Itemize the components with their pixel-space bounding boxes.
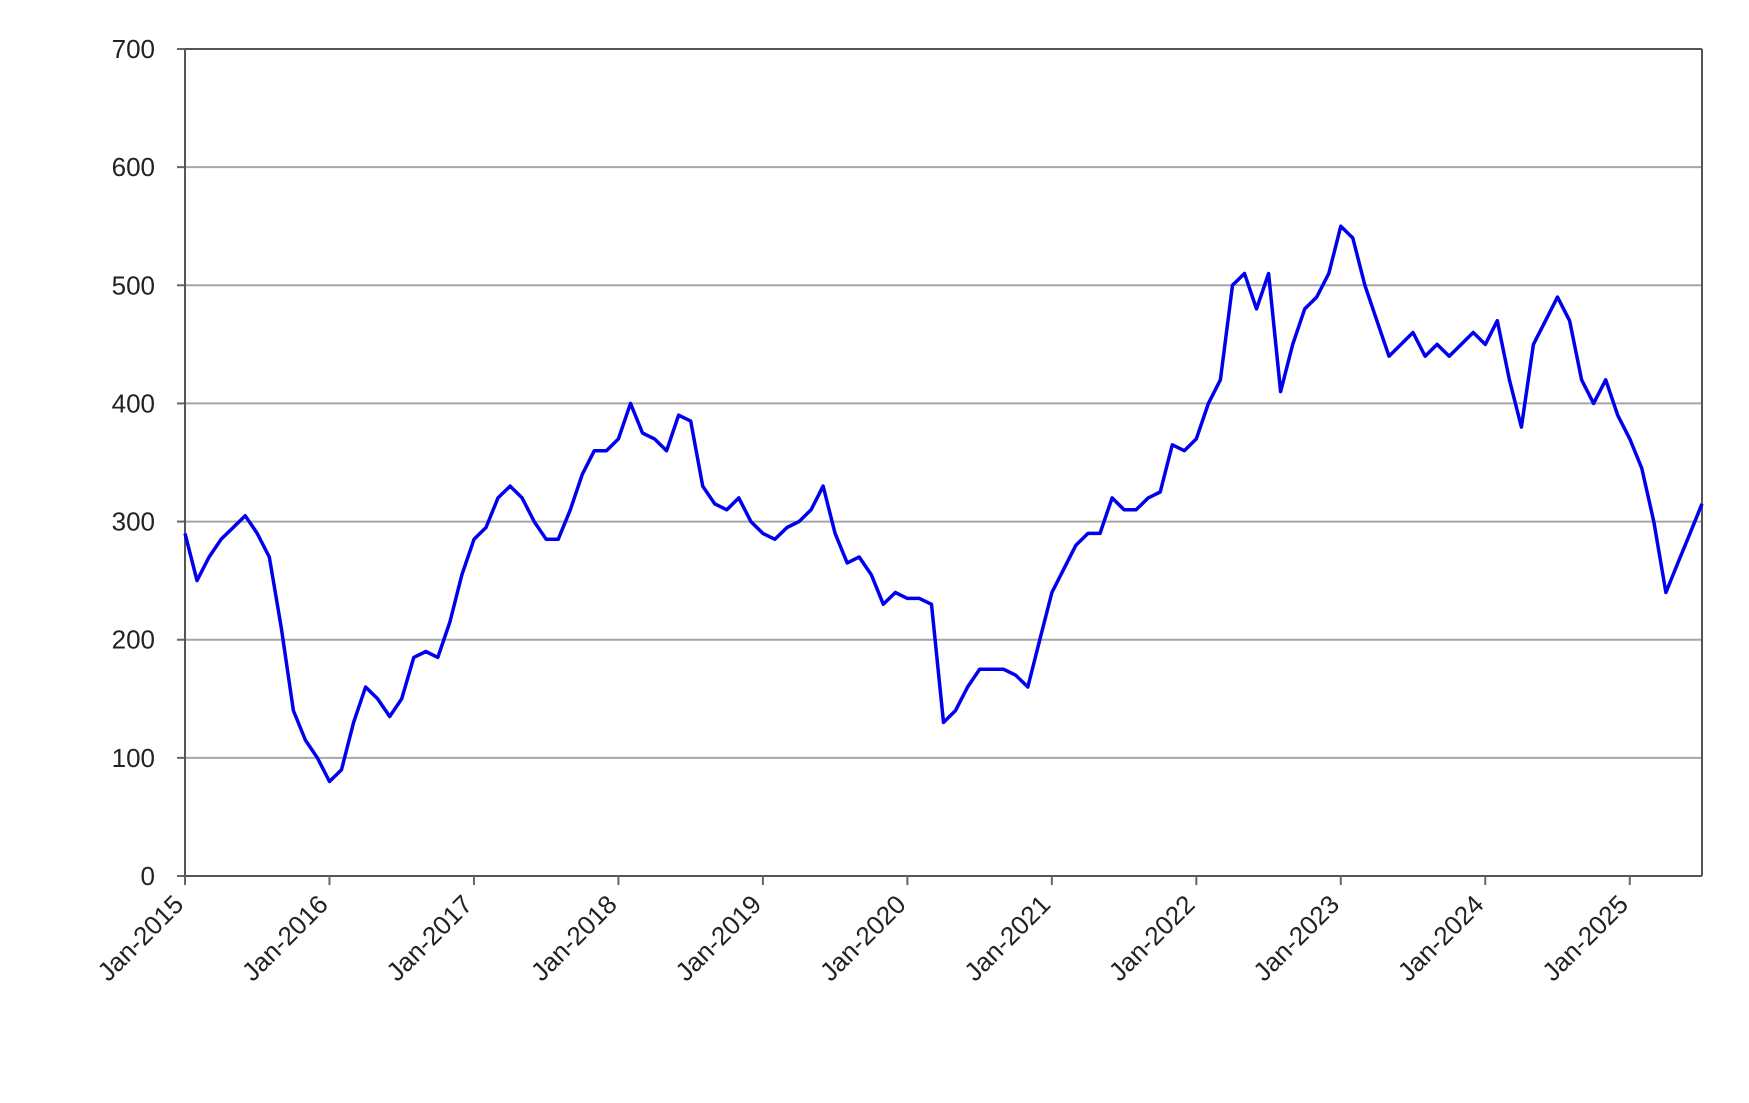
y-tick-label: 400 [112, 388, 155, 418]
x-tick-label: Jan-2017 [380, 889, 478, 987]
y-tick-label: 0 [141, 861, 155, 891]
x-tick-label: Jan-2016 [236, 889, 334, 987]
x-tick-label: Jan-2023 [1247, 889, 1345, 987]
y-tick-label: 100 [112, 743, 155, 773]
y-tick-label: 600 [112, 152, 155, 182]
series-line [183, 224, 1704, 784]
y-tick-label: 700 [112, 34, 155, 64]
x-tick-label: Jan-2025 [1536, 889, 1634, 987]
x-tick-label: Jan-2019 [669, 889, 767, 987]
x-tick-label: Jan-2021 [958, 889, 1056, 987]
x-tick-label: Jan-2018 [525, 889, 623, 987]
x-tick-label: Jan-2015 [91, 889, 189, 987]
x-tick-label: Jan-2022 [1103, 889, 1201, 987]
y-tick-label: 200 [112, 625, 155, 655]
x-tick-label: Jan-2020 [814, 889, 912, 987]
y-tick-label: 500 [112, 270, 155, 300]
x-tick-label: Jan-2024 [1392, 889, 1490, 987]
y-tick-label: 300 [112, 507, 155, 537]
